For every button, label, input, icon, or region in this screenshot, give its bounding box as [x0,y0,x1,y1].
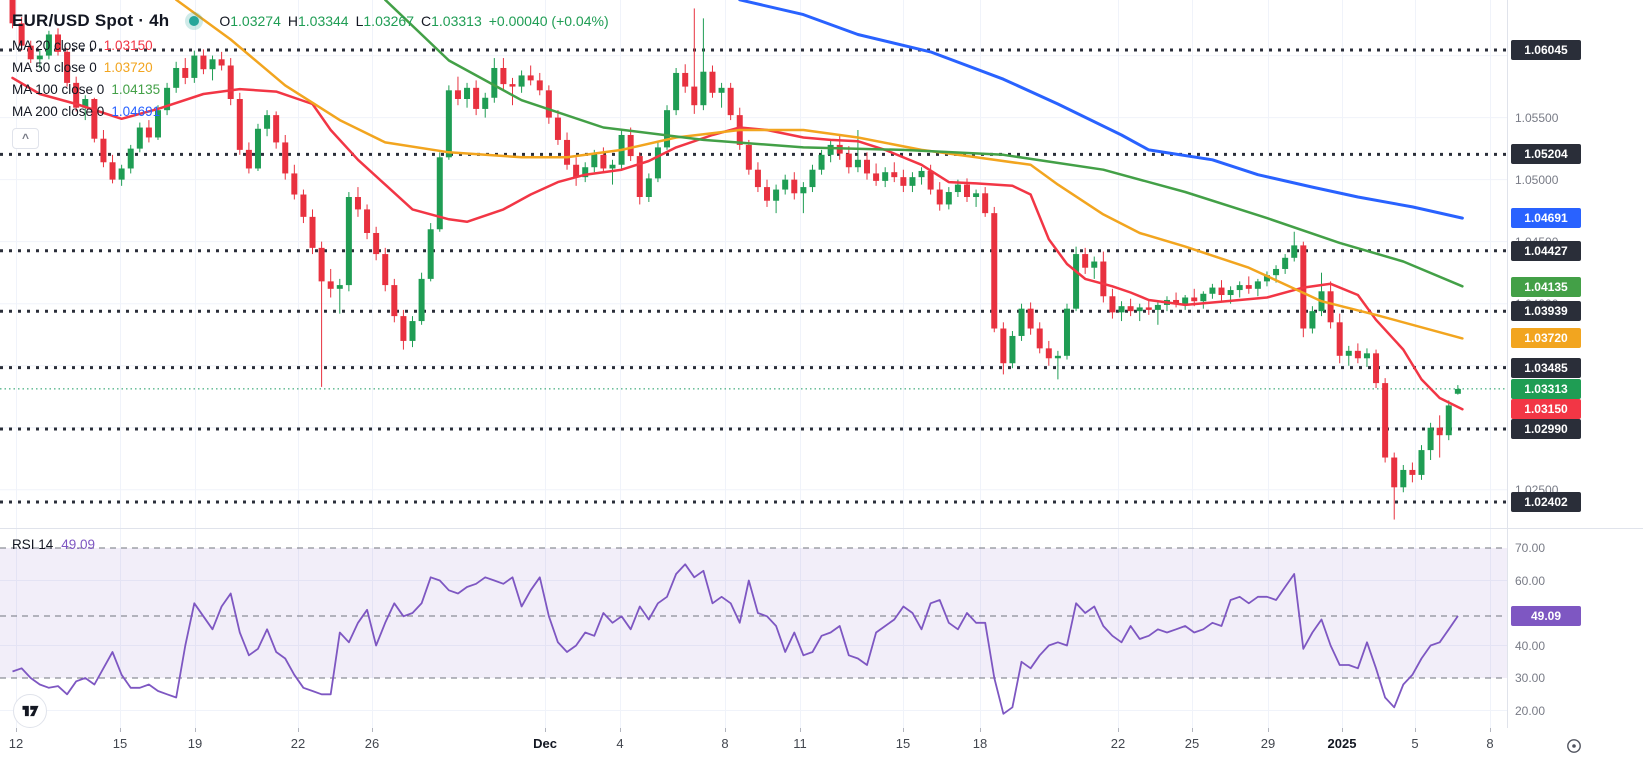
time-label: 4 [616,736,624,751]
ma100-value-badge: 1.04135 [1511,276,1581,297]
price-change: +0.00040 (+0.04%) [488,13,609,29]
level-price-badge: 1.02402 [1511,491,1581,512]
chart-legend: EUR/USD Spot · 4h O1.03274 H1.03344 L1.032… [12,8,609,149]
time-label: 22 [290,736,306,751]
rsi-legend[interactable]: RSI 14 49.09 [12,537,95,552]
rsi-curve [12,563,1459,715]
time-label: 8 [721,736,729,751]
level-price-badge: 1.05204 [1511,144,1581,165]
price-axis-label: 1.05500 [1515,110,1559,125]
ma-legend-row-200[interactable]: MA 200 close 0 1.04691 [12,100,609,122]
ma-legend-row-20[interactable]: MA 20 close 0 1.03150 [12,34,609,56]
ma50-line [174,0,1464,340]
ma-row-value: 1.03150 [103,37,153,53]
time-label: 25 [1184,736,1200,751]
time-tick [620,728,621,732]
time-tick [800,728,801,732]
ma-row-label: MA 50 close 0 [12,59,97,75]
ma-legend-row-50[interactable]: MA 50 close 0 1.03720 [12,56,609,78]
ohlc-item: O1.03274 [219,13,281,29]
time-label: 12 [8,736,24,751]
ohlc-item: C1.03313 [421,13,482,29]
rsi-value: 49.09 [61,537,96,552]
rsi-axis-label: 30.00 [1515,671,1546,685]
time-label: 2025 [1327,736,1357,751]
ma-row-label: MA 200 close 0 [12,103,105,119]
gear-icon [1567,739,1581,753]
time-tick [1415,728,1416,732]
ohlc-item: H1.03344 [287,13,349,29]
time-label: 26 [364,736,380,751]
collapse-legend-button[interactable]: ^ [12,128,39,149]
ohlc-readout: O1.03274 H1.03344 L1.03267 C1.03313 +0.00040… [219,13,608,29]
time-tick [980,728,981,732]
time-tick [725,728,726,732]
time-label: 18 [972,736,988,751]
ma200-value-badge: 1.04691 [1511,207,1581,228]
rsi-axis-label: 20.00 [1515,703,1546,718]
rsi-axis-label: 40.00 [1515,638,1546,653]
rsi-axis-label: 60.00 [1515,573,1546,588]
tradingview-logo[interactable] [13,694,47,728]
ma50-value-badge: 1.03720 [1511,328,1581,349]
time-tick [372,728,373,732]
time-tick [545,728,546,732]
rsi-label: RSI 14 [12,537,54,552]
time-tick [903,728,904,732]
axis-settings-icon[interactable] [1564,736,1584,756]
ma100-line [383,0,1464,288]
market-status-dot-icon [189,16,200,26]
moving-average-lines [11,0,1464,411]
price-axis-label: 1.05000 [1515,172,1559,187]
symbol-row[interactable]: EUR/USD Spot · 4h O1.03274 H1.03344 L1.032… [12,8,609,34]
level-price-badge: 1.02990 [1511,419,1581,439]
time-tick [1490,728,1491,732]
ma-row-value: 1.03720 [103,59,153,75]
ma-legend-row-100[interactable]: MA 100 close 0 1.04135 [12,78,609,100]
time-tick [16,728,17,732]
time-label: 15 [112,736,128,751]
ma20-value-badge: 1.03150 [1511,399,1581,420]
time-label: 8 [1486,736,1494,751]
level-price-badge: 1.03939 [1511,301,1581,322]
time-label: 11 [793,736,807,751]
current-price-badge: 1.03313 [1511,378,1581,399]
tradingview-logo-icon [21,705,39,717]
time-label: 15 [895,736,911,751]
time-tick [1342,728,1343,732]
ma-legend-rows: MA 20 close 0 1.03150 MA 50 close 0 1.03720… [12,34,609,122]
time-tick [195,728,196,732]
time-tick [120,728,121,732]
time-label: 29 [1260,736,1276,751]
rsi-axis-label: 70.00 [1515,541,1546,555]
time-tick [1192,728,1193,732]
time-label: 22 [1110,736,1126,751]
time-tick [1118,728,1119,732]
ma-row-value: 1.04691 [111,103,161,119]
ma-row-label: MA 100 close 0 [12,81,105,97]
level-price-badge: 1.03485 [1511,357,1581,378]
time-label: 5 [1411,736,1419,751]
time-tick [298,728,299,732]
ohlc-item: L1.03267 [355,13,414,29]
ma-row-value: 1.04135 [111,81,161,97]
time-tick [1268,728,1269,732]
ma20-line [11,76,1464,411]
symbol-title[interactable]: EUR/USD Spot · 4h [12,11,170,30]
ma200-line [738,0,1464,220]
time-label: Dec [533,736,557,751]
level-price-badge: 1.06045 [1511,39,1581,60]
rsi-band [0,548,1507,678]
price-axis[interactable]: 1.060001.055001.050001.045001.040001.025… [1507,0,1643,767]
level-price-badge: 1.04427 [1511,240,1581,261]
time-axis[interactable]: 12 15 19 22 26 Dec 4 8 11 15 18 22 25 29 2025 5 8 [0,728,1643,767]
ma-row-label: MA 20 close 0 [12,37,97,53]
rsi-value-badge: 49.09 [1511,605,1581,626]
time-label: 19 [187,736,203,751]
